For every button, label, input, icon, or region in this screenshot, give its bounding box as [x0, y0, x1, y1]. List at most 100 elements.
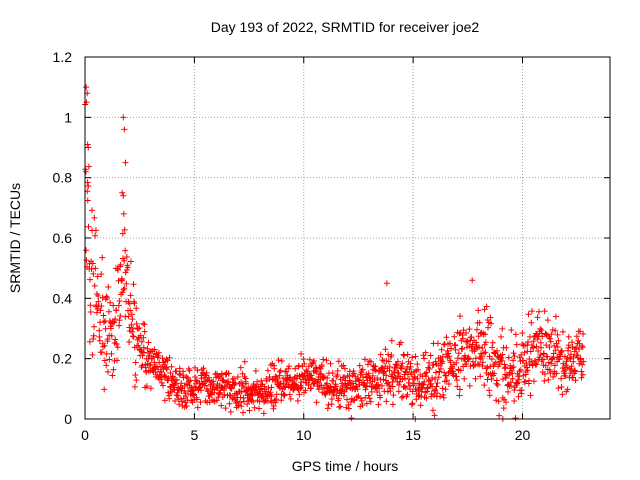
data-point [87, 302, 94, 309]
data-point [85, 163, 92, 170]
data-point [266, 374, 273, 381]
data-point [94, 273, 101, 280]
data-point [100, 312, 107, 319]
data-point [308, 385, 315, 392]
data-point [337, 403, 344, 410]
data-point [521, 378, 528, 385]
data-point [541, 371, 548, 378]
data-point [421, 378, 428, 385]
data-point [579, 371, 586, 378]
data-point [155, 349, 162, 356]
data-point [374, 388, 381, 395]
data-point [505, 388, 512, 395]
data-point [563, 358, 570, 365]
data-point [440, 341, 447, 348]
data-point [484, 364, 491, 371]
data-point [341, 365, 348, 372]
data-point [345, 405, 352, 412]
data-point [198, 387, 205, 394]
data-point [127, 307, 134, 314]
data-point [136, 324, 143, 331]
data-point [353, 382, 360, 389]
data-point [143, 369, 150, 376]
data-point [425, 364, 432, 371]
data-point [121, 285, 128, 292]
data-point [439, 353, 446, 360]
data-point [469, 277, 476, 284]
data-point [552, 347, 559, 354]
data-point [328, 401, 335, 408]
data-point [356, 362, 363, 369]
data-point [105, 284, 112, 291]
data-point [183, 402, 190, 409]
data-point [217, 373, 224, 380]
data-point [483, 303, 490, 310]
data-points [82, 84, 587, 422]
data-point [298, 350, 305, 357]
data-point [439, 385, 446, 392]
data-point [456, 392, 463, 399]
data-point [543, 342, 550, 349]
data-point [427, 352, 434, 359]
data-point [486, 387, 493, 394]
data-point [260, 410, 267, 417]
data-point [246, 407, 253, 414]
data-point [138, 338, 145, 345]
data-point [510, 350, 517, 357]
data-point [368, 358, 375, 365]
data-point [453, 359, 460, 366]
data-point [281, 392, 288, 399]
data-point [508, 382, 515, 389]
data-point [90, 270, 97, 277]
data-point [172, 380, 179, 387]
data-point [360, 373, 367, 380]
data-point [437, 365, 444, 372]
data-point [298, 384, 305, 391]
data-point [444, 347, 451, 354]
data-point [264, 367, 271, 374]
data-point [347, 399, 354, 406]
grid [85, 57, 610, 419]
data-point [117, 261, 124, 268]
data-point [558, 348, 565, 355]
data-point [227, 408, 234, 415]
data-point [386, 363, 393, 370]
data-point [489, 344, 496, 351]
data-point [401, 383, 408, 390]
data-point [571, 348, 578, 355]
data-point [129, 328, 136, 335]
data-point [197, 399, 204, 406]
data-point [166, 395, 173, 402]
data-point [555, 385, 562, 392]
data-point [494, 381, 501, 388]
data-point [354, 386, 361, 393]
data-point [258, 385, 265, 392]
data-point [159, 382, 166, 389]
data-point [132, 371, 139, 378]
data-point [365, 392, 372, 399]
data-point [389, 383, 396, 390]
data-point [271, 365, 278, 372]
data-point [498, 357, 505, 364]
data-point [555, 337, 562, 344]
data-point [141, 328, 148, 335]
data-point [104, 294, 111, 301]
data-point [408, 369, 415, 376]
data-point [566, 354, 573, 361]
data-point [238, 403, 245, 410]
data-point [96, 327, 103, 334]
data-point [481, 341, 488, 348]
data-point [514, 380, 521, 387]
data-point [128, 321, 135, 328]
chart-title: Day 193 of 2022, SRMTID for receiver joe… [211, 19, 480, 35]
data-point [564, 364, 571, 371]
data-point [327, 360, 334, 367]
data-point [221, 391, 228, 398]
data-point [92, 227, 99, 234]
data-point [169, 373, 176, 380]
data-point [163, 364, 170, 371]
data-point [465, 355, 472, 362]
data-point [461, 352, 468, 359]
data-point [517, 366, 524, 373]
data-point [511, 387, 518, 394]
